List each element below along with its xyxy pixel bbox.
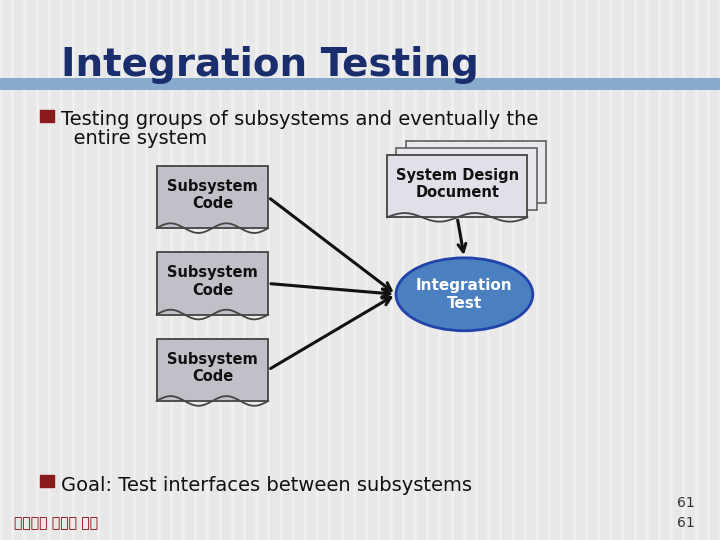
Text: entire system: entire system — [61, 129, 207, 147]
Bar — [40, 475, 54, 487]
Text: Subsystem
Code: Subsystem Code — [167, 352, 258, 384]
FancyBboxPatch shape — [387, 156, 527, 217]
Text: Integration Testing: Integration Testing — [61, 46, 479, 84]
FancyBboxPatch shape — [156, 166, 268, 228]
Text: System Design
Document: System Design Document — [395, 168, 519, 200]
FancyBboxPatch shape — [156, 339, 268, 401]
FancyBboxPatch shape — [406, 141, 546, 203]
Ellipse shape — [396, 258, 533, 330]
Text: Goal: Test interfaces between subsystems: Goal: Test interfaces between subsystems — [61, 476, 472, 495]
FancyBboxPatch shape — [396, 148, 537, 210]
Text: 61: 61 — [677, 496, 695, 510]
Text: Subsystem
Code: Subsystem Code — [167, 265, 258, 298]
FancyBboxPatch shape — [156, 252, 268, 314]
Text: Subsystem
Code: Subsystem Code — [167, 179, 258, 211]
Text: 61: 61 — [677, 516, 695, 530]
Text: Integration
Test: Integration Test — [416, 278, 513, 310]
Bar — [40, 110, 54, 122]
Text: Testing groups of subsystems and eventually the: Testing groups of subsystems and eventua… — [61, 110, 539, 129]
Bar — [0, 78, 720, 90]
Text: 交大資工 蔡文能 計概: 交大資工 蔡文能 計概 — [14, 516, 99, 530]
